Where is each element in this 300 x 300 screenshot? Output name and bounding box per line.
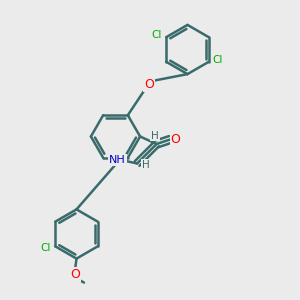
Text: H: H xyxy=(151,130,159,141)
Text: Cl: Cl xyxy=(213,55,223,65)
Text: O: O xyxy=(144,77,154,91)
Text: Cl: Cl xyxy=(40,243,51,253)
Text: Cl: Cl xyxy=(152,30,162,40)
Text: NH: NH xyxy=(109,155,126,165)
Text: H: H xyxy=(142,160,150,170)
Text: O: O xyxy=(171,133,180,146)
Text: O: O xyxy=(70,268,80,281)
